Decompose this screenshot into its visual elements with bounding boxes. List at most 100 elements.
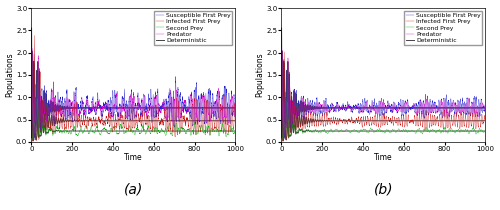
- Infected First Prey: [88, 118, 94, 121]
- Predator: [28, 118, 34, 121]
- Susceptible First Prey: [128, 92, 134, 95]
- Second Prey: [338, 129, 344, 131]
- Infected First Prey: [278, 69, 284, 72]
- Infected First Prey: [338, 120, 344, 122]
- Deterministic: [128, 107, 134, 109]
- Second Prey: [28, 118, 34, 121]
- Y-axis label: Populations: Populations: [6, 53, 15, 97]
- Deterministic: [119, 107, 125, 109]
- Second Prey: [280, 138, 286, 141]
- Second Prey: [278, 118, 284, 121]
- Predator: [369, 109, 375, 111]
- Infected First Prey: [280, 140, 286, 142]
- Deterministic: [28, 118, 34, 121]
- Second Prey: [284, 101, 290, 103]
- Infected First Prey: [126, 109, 132, 112]
- Line: Infected First Prey: Infected First Prey: [32, 35, 236, 141]
- Second Prey: [482, 131, 488, 134]
- Predator: [88, 109, 94, 112]
- Susceptible First Prey: [369, 102, 375, 104]
- Predator: [482, 106, 488, 108]
- Susceptible First Prey: [376, 108, 382, 110]
- Infected First Prey: [369, 122, 375, 125]
- Predator: [279, 49, 285, 51]
- Deterministic: [31, 134, 37, 136]
- Susceptible First Prey: [282, 138, 288, 140]
- X-axis label: Time: Time: [374, 154, 392, 163]
- Infected First Prey: [482, 119, 488, 122]
- Second Prey: [369, 128, 375, 131]
- Line: Infected First Prey: Infected First Prey: [282, 33, 486, 141]
- Predator: [378, 109, 384, 112]
- Predator: [31, 133, 37, 136]
- Susceptible First Prey: [36, 86, 42, 89]
- Susceptible First Prey: [378, 100, 384, 102]
- Predator: [119, 110, 125, 113]
- Infected First Prey: [378, 115, 384, 117]
- Infected First Prey: [36, 138, 42, 140]
- Deterministic: [376, 107, 382, 109]
- Line: Second Prey: Second Prey: [282, 102, 486, 139]
- Susceptible First Prey: [232, 113, 238, 115]
- Deterministic: [29, 50, 35, 52]
- Second Prey: [36, 135, 42, 138]
- Second Prey: [30, 138, 36, 141]
- Text: (a): (a): [124, 182, 143, 196]
- Second Prey: [376, 127, 382, 130]
- Deterministic: [281, 134, 287, 136]
- Second Prey: [88, 126, 94, 129]
- Line: Susceptible First Prey: Susceptible First Prey: [32, 53, 236, 140]
- Y-axis label: Populations: Populations: [256, 53, 264, 97]
- Susceptible First Prey: [338, 107, 344, 109]
- Second Prey: [144, 127, 150, 130]
- Susceptible First Prey: [119, 102, 125, 104]
- Infected First Prey: [28, 69, 34, 72]
- Predator: [286, 115, 292, 118]
- Deterministic: [394, 107, 400, 109]
- Infected First Prey: [232, 120, 238, 122]
- Infected First Prey: [394, 121, 400, 123]
- Deterministic: [482, 107, 488, 109]
- Susceptible First Prey: [32, 139, 38, 141]
- Susceptible First Prey: [126, 107, 132, 109]
- Legend: Susceptible First Prey, Infected First Prey, Second Prey, Predator, Deterministi: Susceptible First Prey, Infected First P…: [154, 11, 232, 45]
- Predator: [338, 107, 344, 110]
- Line: Susceptible First Prey: Susceptible First Prey: [282, 53, 486, 139]
- Legend: Susceptible First Prey, Infected First Prey, Second Prey, Predator, Deterministi: Susceptible First Prey, Infected First P…: [404, 11, 482, 45]
- Predator: [144, 106, 150, 109]
- Deterministic: [279, 50, 285, 52]
- Line: Predator: Predator: [282, 50, 486, 135]
- Infected First Prey: [286, 133, 292, 135]
- Deterministic: [369, 107, 375, 109]
- Susceptible First Prey: [278, 51, 284, 54]
- Infected First Prey: [376, 113, 382, 115]
- Predator: [376, 107, 382, 109]
- Infected First Prey: [128, 114, 134, 116]
- Infected First Prey: [278, 31, 284, 34]
- Predator: [278, 118, 284, 121]
- Line: Second Prey: Second Prey: [32, 98, 236, 139]
- Second Prey: [119, 126, 125, 129]
- Second Prey: [128, 129, 134, 131]
- Susceptible First Prey: [88, 108, 94, 111]
- Susceptible First Prey: [286, 75, 292, 77]
- Infected First Prey: [144, 122, 150, 125]
- Second Prey: [378, 129, 384, 132]
- Deterministic: [286, 117, 292, 119]
- Second Prey: [34, 97, 40, 100]
- Susceptible First Prey: [28, 51, 34, 54]
- Second Prey: [126, 124, 132, 127]
- Infected First Prey: [119, 126, 125, 128]
- Susceptible First Prey: [144, 115, 150, 117]
- Predator: [394, 107, 400, 109]
- Infected First Prey: [32, 34, 38, 37]
- Susceptible First Prey: [482, 107, 488, 110]
- Deterministic: [338, 107, 344, 109]
- Deterministic: [232, 107, 238, 109]
- Deterministic: [126, 107, 132, 109]
- Deterministic: [36, 117, 42, 119]
- Deterministic: [278, 118, 284, 121]
- Line: Deterministic: Deterministic: [32, 51, 236, 135]
- Susceptible First Prey: [394, 110, 400, 113]
- Line: Deterministic: Deterministic: [282, 51, 486, 135]
